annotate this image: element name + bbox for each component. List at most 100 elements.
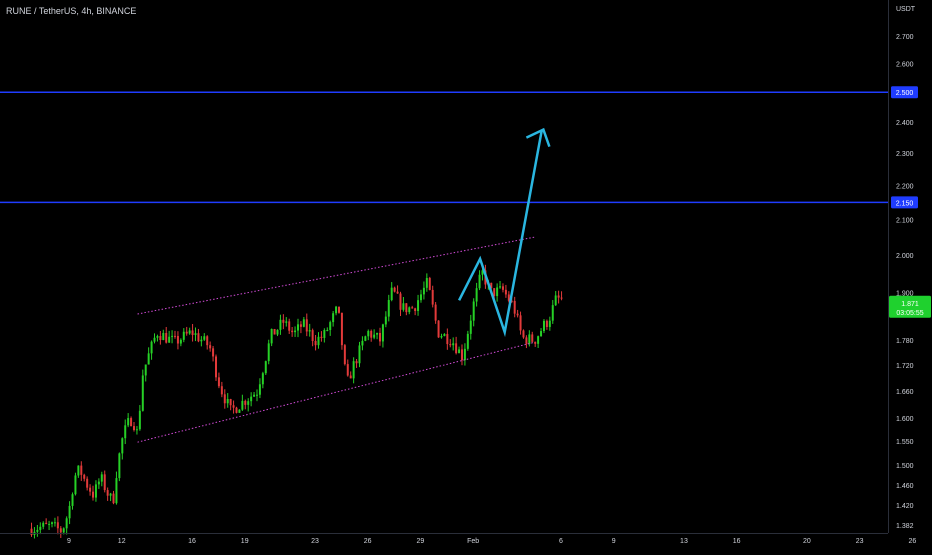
candle — [551, 300, 554, 324]
candle-body — [206, 336, 209, 346]
candle — [138, 405, 141, 431]
x-tick-label: 26 — [364, 538, 372, 545]
price-axis[interactable]: 2.700 2.600 2.400 2.300 2.200 2.100 2.000 1.900… — [896, 34, 914, 530]
candle — [534, 341, 537, 347]
candle — [343, 344, 346, 366]
y-tick-label: 2.300 — [896, 151, 914, 158]
candle-body — [130, 418, 133, 427]
candle-body — [507, 294, 510, 301]
candle — [513, 296, 516, 318]
candle-body — [493, 288, 496, 297]
time-axis[interactable]: 9 12 16 19 23 26 29 Feb 6 9 13 16 20 23 26 — [67, 538, 916, 545]
candle-body — [519, 315, 522, 331]
candle-body — [141, 375, 144, 411]
candle-body — [273, 328, 276, 335]
candle — [531, 331, 534, 343]
candle-body — [255, 394, 258, 396]
candle — [478, 270, 481, 291]
candle — [417, 294, 420, 316]
candle-body — [302, 319, 305, 327]
candle-body — [51, 522, 54, 524]
candle-body — [86, 478, 89, 488]
candle-body — [422, 287, 425, 295]
candle — [399, 291, 402, 317]
x-tick-label: 26 — [908, 538, 916, 545]
y-tick-label: 1.720 — [896, 363, 914, 370]
candle-body — [220, 386, 223, 395]
candle-body — [557, 295, 560, 298]
candle — [446, 328, 449, 350]
candle — [109, 492, 112, 502]
candle-body — [267, 343, 270, 362]
candle — [215, 354, 218, 381]
price-tag: 2.150 — [891, 196, 918, 209]
candle — [381, 323, 384, 348]
candle — [332, 311, 335, 327]
candle — [299, 321, 302, 334]
candle — [45, 518, 48, 525]
candle — [387, 294, 390, 322]
candle-body — [197, 333, 200, 342]
price-tags-group: 2.500 2.150 1.871 03:05:55 — [889, 86, 931, 318]
candle-body — [537, 336, 540, 344]
x-tick-label: 9 — [612, 538, 616, 545]
x-tick-label: 16 — [733, 538, 741, 545]
x-tick-label: Feb — [467, 538, 479, 545]
candle — [305, 313, 308, 337]
projection-arrowhead — [525, 127, 551, 148]
candle-body — [346, 364, 349, 376]
candle-body — [299, 324, 302, 327]
candle — [302, 316, 305, 328]
candle-body — [437, 320, 440, 338]
x-tick-label: 13 — [680, 538, 688, 545]
candle-body — [417, 300, 420, 311]
candle — [176, 331, 179, 350]
candle-body — [425, 278, 428, 288]
y-tick-label: 1.900 — [896, 291, 914, 298]
candle-body — [103, 474, 106, 491]
candle-body — [261, 373, 264, 385]
candle — [68, 501, 71, 525]
candle — [141, 369, 144, 412]
candle-body — [434, 304, 437, 321]
candle-body — [97, 481, 100, 485]
candle — [71, 492, 74, 510]
y-tick-label: 1.382 — [896, 523, 914, 530]
candle-body — [551, 305, 554, 321]
candle-body — [320, 336, 323, 338]
candle-body — [65, 518, 68, 529]
candle-body — [414, 308, 417, 311]
candle-body — [472, 301, 475, 321]
candle — [247, 398, 250, 412]
y-tick-label: 2.700 — [896, 34, 914, 41]
candle-body — [475, 288, 478, 302]
y-tick-label: 1.460 — [896, 483, 914, 490]
channel-group — [137, 236, 535, 443]
candle-body — [481, 270, 484, 275]
candle-body — [396, 291, 399, 294]
candle — [460, 344, 463, 366]
candle — [507, 291, 510, 303]
price-tag-box — [891, 86, 918, 99]
candle-body — [419, 294, 422, 301]
candle-body — [258, 384, 261, 395]
candle-body — [367, 330, 370, 337]
candle-body — [226, 399, 229, 404]
candle — [229, 398, 232, 411]
x-tick-label: 23 — [856, 538, 864, 545]
candle — [311, 328, 314, 347]
y-tick-label: 2.000 — [896, 253, 914, 260]
candle — [174, 330, 177, 339]
candle — [294, 326, 297, 337]
candle-body — [528, 334, 531, 344]
candle-body — [516, 313, 519, 316]
candle — [168, 330, 171, 343]
candle-body — [545, 320, 548, 327]
candle-body — [373, 334, 376, 338]
candle — [393, 286, 396, 293]
candle — [337, 306, 340, 314]
price-tag-label: 2.500 — [896, 90, 914, 97]
